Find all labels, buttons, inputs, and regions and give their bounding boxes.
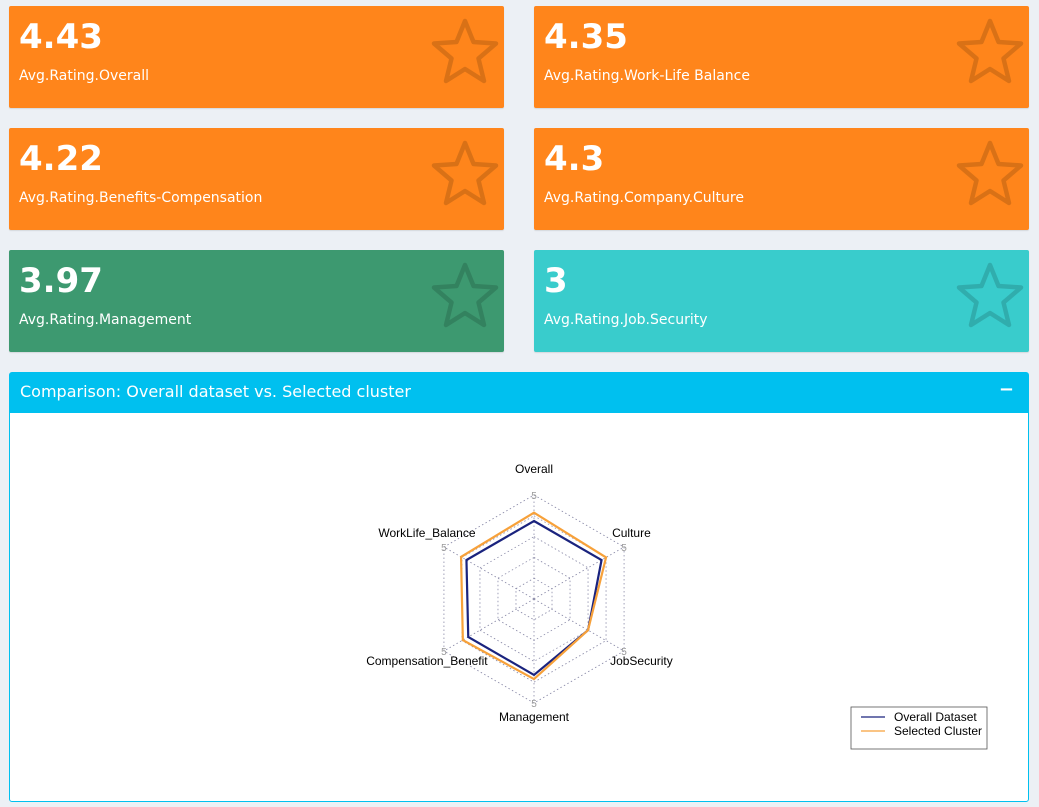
legend-label: Selected Cluster bbox=[894, 724, 982, 738]
value-box-label: Avg.Rating.Overall bbox=[19, 68, 149, 84]
radar-axis-max-label: 5 bbox=[621, 543, 627, 554]
star-outline-icon bbox=[431, 140, 499, 206]
star-outline-icon bbox=[431, 18, 499, 84]
radar-axis-label: JobSecurity bbox=[610, 654, 673, 668]
value-box-management: 3.97 Avg.Rating.Management bbox=[9, 250, 504, 352]
radar-axis-label: Compensation_Benefit bbox=[366, 654, 488, 668]
value-box-value: 3 bbox=[544, 261, 568, 301]
legend-label: Overall Dataset bbox=[894, 710, 977, 724]
radar-axis-max-label: 5 bbox=[441, 543, 447, 554]
comparison-box: Comparison: Overall dataset vs. Selected… bbox=[9, 372, 1029, 802]
value-box-overall: 4.43 Avg.Rating.Overall bbox=[9, 6, 504, 108]
radar-chart-area: 5 5 5 5 5 5 Overall Culture JobSecurity Managemen… bbox=[10, 413, 1028, 803]
comparison-box-header: Comparison: Overall dataset vs. Selected… bbox=[10, 373, 1028, 413]
radar-grid-ring bbox=[497, 556, 571, 642]
value-box-label: Avg.Rating.Company.Culture bbox=[544, 190, 744, 206]
radar-series-line bbox=[465, 519, 603, 677]
radar-spoke bbox=[533, 546, 625, 600]
value-box-benefits-compensation: 4.22 Avg.Rating.Benefits-Compensation bbox=[9, 128, 504, 230]
star-outline-icon bbox=[956, 140, 1024, 206]
star-outline-icon bbox=[956, 262, 1024, 328]
radar-axis-max-label: 5 bbox=[531, 491, 537, 502]
comparison-box-title: Comparison: Overall dataset vs. Selected… bbox=[20, 382, 411, 401]
value-box-label: Avg.Rating.Benefits-Compensation bbox=[19, 190, 263, 206]
value-box-label: Avg.Rating.Job.Security bbox=[544, 312, 708, 328]
radar-axis-label: Management bbox=[499, 710, 570, 724]
radar-axis-label: WorkLife_Balance bbox=[378, 526, 475, 540]
value-box-value: 4.22 bbox=[19, 139, 103, 179]
value-box-company-culture: 4.3 Avg.Rating.Company.Culture bbox=[534, 128, 1029, 230]
value-box-value: 4.35 bbox=[544, 17, 628, 57]
radar-axis-label: Culture bbox=[612, 526, 651, 540]
radar-spoke bbox=[443, 546, 535, 600]
radar-series-line bbox=[459, 511, 608, 681]
radar-axis-max-label: 5 bbox=[531, 699, 537, 710]
value-box-work-life-balance: 4.35 Avg.Rating.Work-Life Balance bbox=[534, 6, 1029, 108]
radar-spoke bbox=[533, 598, 625, 652]
radar-chart: 5 5 5 5 5 5 Overall Culture JobSecurity Managemen… bbox=[366, 462, 988, 750]
radar-axis-label: Overall bbox=[515, 462, 553, 476]
radar-spoke bbox=[443, 598, 535, 652]
radar-grid-ring bbox=[443, 494, 625, 704]
star-outline-icon bbox=[956, 18, 1024, 84]
radar-axis-max-label: 5 bbox=[621, 647, 627, 658]
value-box-value: 3.97 bbox=[19, 261, 103, 301]
collapse-button[interactable]: − bbox=[998, 379, 1014, 400]
value-box-label: Avg.Rating.Work-Life Balance bbox=[544, 68, 750, 84]
value-box-value: 4.43 bbox=[19, 17, 103, 57]
value-box-label: Avg.Rating.Management bbox=[19, 312, 192, 328]
radar-axis-max-label: 5 bbox=[441, 647, 447, 658]
star-outline-icon bbox=[431, 262, 499, 328]
chart-legend bbox=[850, 706, 988, 750]
value-box-job-security: 3 Avg.Rating.Job.Security bbox=[534, 250, 1029, 352]
value-box-value: 4.3 bbox=[544, 139, 605, 179]
